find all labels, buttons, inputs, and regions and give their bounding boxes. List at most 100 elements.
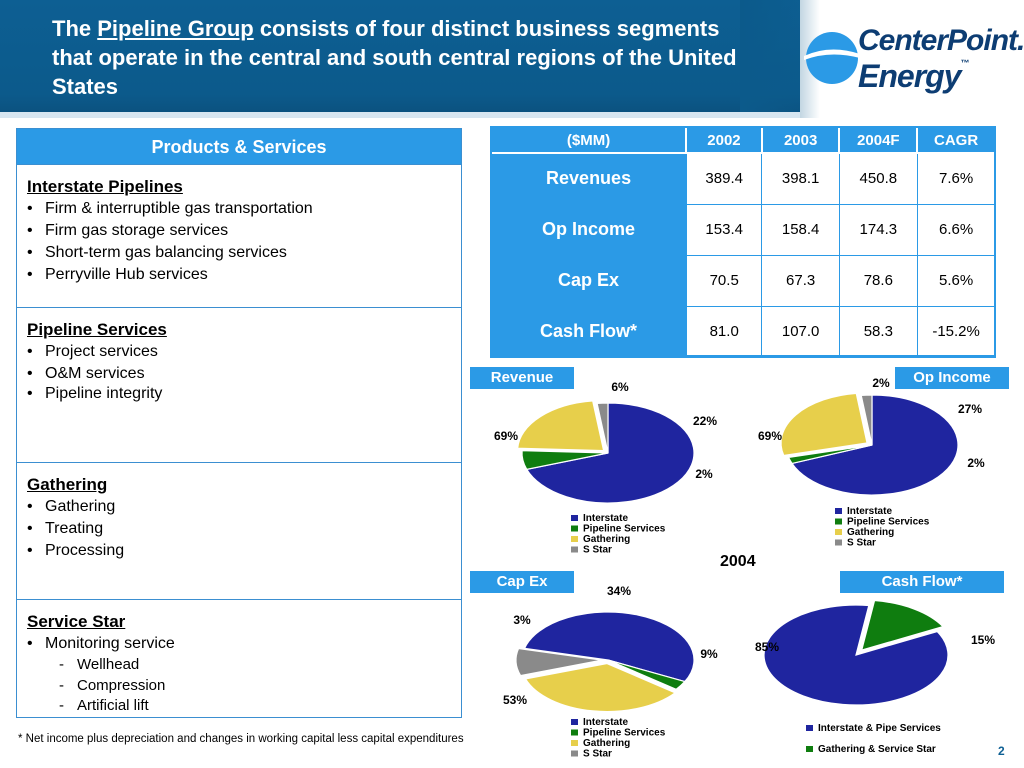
- pie-data-label: 69%: [758, 429, 782, 443]
- table-cell: 58.3: [838, 305, 918, 358]
- table-row: Revenues 389.4 398.1 450.8 7.6%: [489, 152, 996, 205]
- legend-label: Pipeline Services: [847, 517, 930, 528]
- logo-swoosh-icon: [804, 32, 860, 84]
- segment-list: • Firm & interruptible gas transportation…: [27, 198, 451, 286]
- table-cell: -15.2%: [916, 305, 996, 358]
- table-cell: 158.4: [761, 203, 840, 256]
- table-cell: 398.1: [761, 152, 840, 205]
- legend-swatch: [571, 729, 578, 736]
- pie-slice: [860, 599, 945, 651]
- dash: -: [59, 656, 64, 673]
- legend-swatch: [571, 750, 578, 757]
- legend-swatch: [571, 525, 578, 532]
- pie-slice: [523, 611, 695, 683]
- legend-swatch: [806, 746, 813, 752]
- legend-label: Interstate & Pipe Services: [818, 723, 941, 734]
- row-label: Revenues: [489, 152, 688, 205]
- financials-table: ($MM) 2002 2003 2004F CAGR Revenues 389.…: [489, 126, 996, 358]
- table-cell: 450.8: [838, 152, 918, 205]
- year-label: 2004: [720, 553, 756, 570]
- list-item: • Firm gas storage services: [27, 220, 451, 242]
- pie-data-label: 34%: [607, 584, 631, 598]
- pie-data-label: 6%: [611, 380, 629, 394]
- segment-gathering: Gathering • Gathering • Treating • Processi…: [17, 463, 461, 600]
- list-item: • Gathering: [27, 496, 451, 518]
- pie-slice: [517, 400, 605, 452]
- legend-label: Interstate: [583, 513, 628, 524]
- title-suffix: consists of four distinct business segme…: [52, 16, 737, 99]
- bullet: •: [27, 244, 33, 261]
- pie-slice: [607, 659, 686, 690]
- page-title: The Pipeline Group consists of four dist…: [52, 14, 752, 101]
- chart-label-op-income: Op Income: [895, 367, 1009, 389]
- list-item: • Monitoring service: [27, 633, 451, 655]
- segment-pipeline-services: Pipeline Services • Project services • O&M…: [17, 308, 461, 463]
- table-header-row: ($MM) 2002 2003 2004F CAGR: [489, 126, 996, 154]
- centerpoint-logo: CenterPoint. Energy™: [800, 14, 1024, 110]
- bullet: •: [27, 200, 33, 217]
- pie-slice: [791, 394, 959, 496]
- table-cell: 7.6%: [916, 152, 996, 205]
- column-header: CAGR: [916, 126, 996, 154]
- title-prefix: The: [52, 16, 98, 41]
- pie-data-label: 85%: [755, 640, 779, 654]
- column-header: ($MM): [489, 126, 688, 154]
- legend-swatch: [835, 508, 842, 514]
- logo-line1: CenterPoint.: [858, 24, 1024, 57]
- table-cell: 174.3: [838, 203, 918, 256]
- header-underline: [0, 112, 800, 118]
- sub-list-item: - Artificial lift: [27, 696, 451, 717]
- chart-label-revenue: Revenue: [470, 367, 574, 389]
- dash: -: [59, 697, 64, 714]
- row-label: Op Income: [489, 203, 688, 256]
- legend-swatch: [571, 740, 578, 746]
- bullet: •: [27, 542, 33, 559]
- segment-title: Service Star: [27, 612, 126, 631]
- legend-label: Interstate: [847, 506, 892, 517]
- pie-slice: [521, 450, 609, 471]
- list-item: • Pipeline integrity: [27, 383, 451, 405]
- logo-energy: Energy: [858, 58, 961, 94]
- title-link[interactable]: Pipeline Group: [97, 16, 254, 41]
- pie-data-label: 2%: [967, 456, 985, 470]
- segment-interstate-pipelines: Interstate Pipelines • Firm & interruptib…: [17, 165, 461, 308]
- sub-list-item: - Wellhead: [27, 655, 451, 676]
- pie-slice: [780, 392, 868, 457]
- row-label: Cap Ex: [489, 254, 688, 307]
- legend-label: S Star: [583, 545, 612, 556]
- list-item: • Firm & interruptible gas transportation: [27, 198, 451, 220]
- bullet: •: [27, 498, 33, 515]
- pie-slice: [860, 394, 873, 446]
- legend-label: Gathering: [583, 534, 630, 545]
- table-cell: 107.0: [761, 305, 840, 358]
- legend-swatch: [571, 719, 578, 725]
- table-cell: 70.5: [685, 254, 763, 307]
- list-item: • O&M services: [27, 363, 451, 385]
- bullet: •: [27, 385, 33, 402]
- segment-title: Interstate Pipelines: [27, 177, 183, 196]
- table-cell: 67.3: [761, 254, 840, 307]
- table-row: Cash Flow* 81.0 107.0 58.3 -15.2%: [489, 305, 996, 358]
- sub-list-item: - Compression: [27, 676, 451, 697]
- legend-swatch: [571, 536, 578, 542]
- footnote: * Net income plus depreciation and chang…: [18, 733, 464, 745]
- list-item: • Short-term gas balancing services: [27, 242, 451, 264]
- legend-label: S Star: [847, 538, 876, 549]
- legend-label: S Star: [583, 749, 612, 760]
- page-number: 2: [998, 744, 1005, 758]
- pie-slice: [787, 444, 873, 465]
- segment-list: • Monitoring service - Wellhead - Compressi…: [27, 633, 451, 717]
- pie-data-label: 2%: [695, 467, 713, 481]
- bullet: •: [27, 343, 33, 360]
- table-cell: 153.4: [685, 203, 763, 256]
- list-item: • Processing: [27, 540, 451, 562]
- pie-data-label: 15%: [971, 633, 995, 647]
- table-cell: 78.6: [838, 254, 918, 307]
- legend-label: Gathering: [847, 527, 894, 538]
- logo-trademark: ™: [960, 58, 969, 68]
- pie-slice: [524, 662, 677, 713]
- table-row: Op Income 153.4 158.4 174.3 6.6%: [489, 203, 996, 256]
- segment-title: Pipeline Services: [27, 320, 167, 339]
